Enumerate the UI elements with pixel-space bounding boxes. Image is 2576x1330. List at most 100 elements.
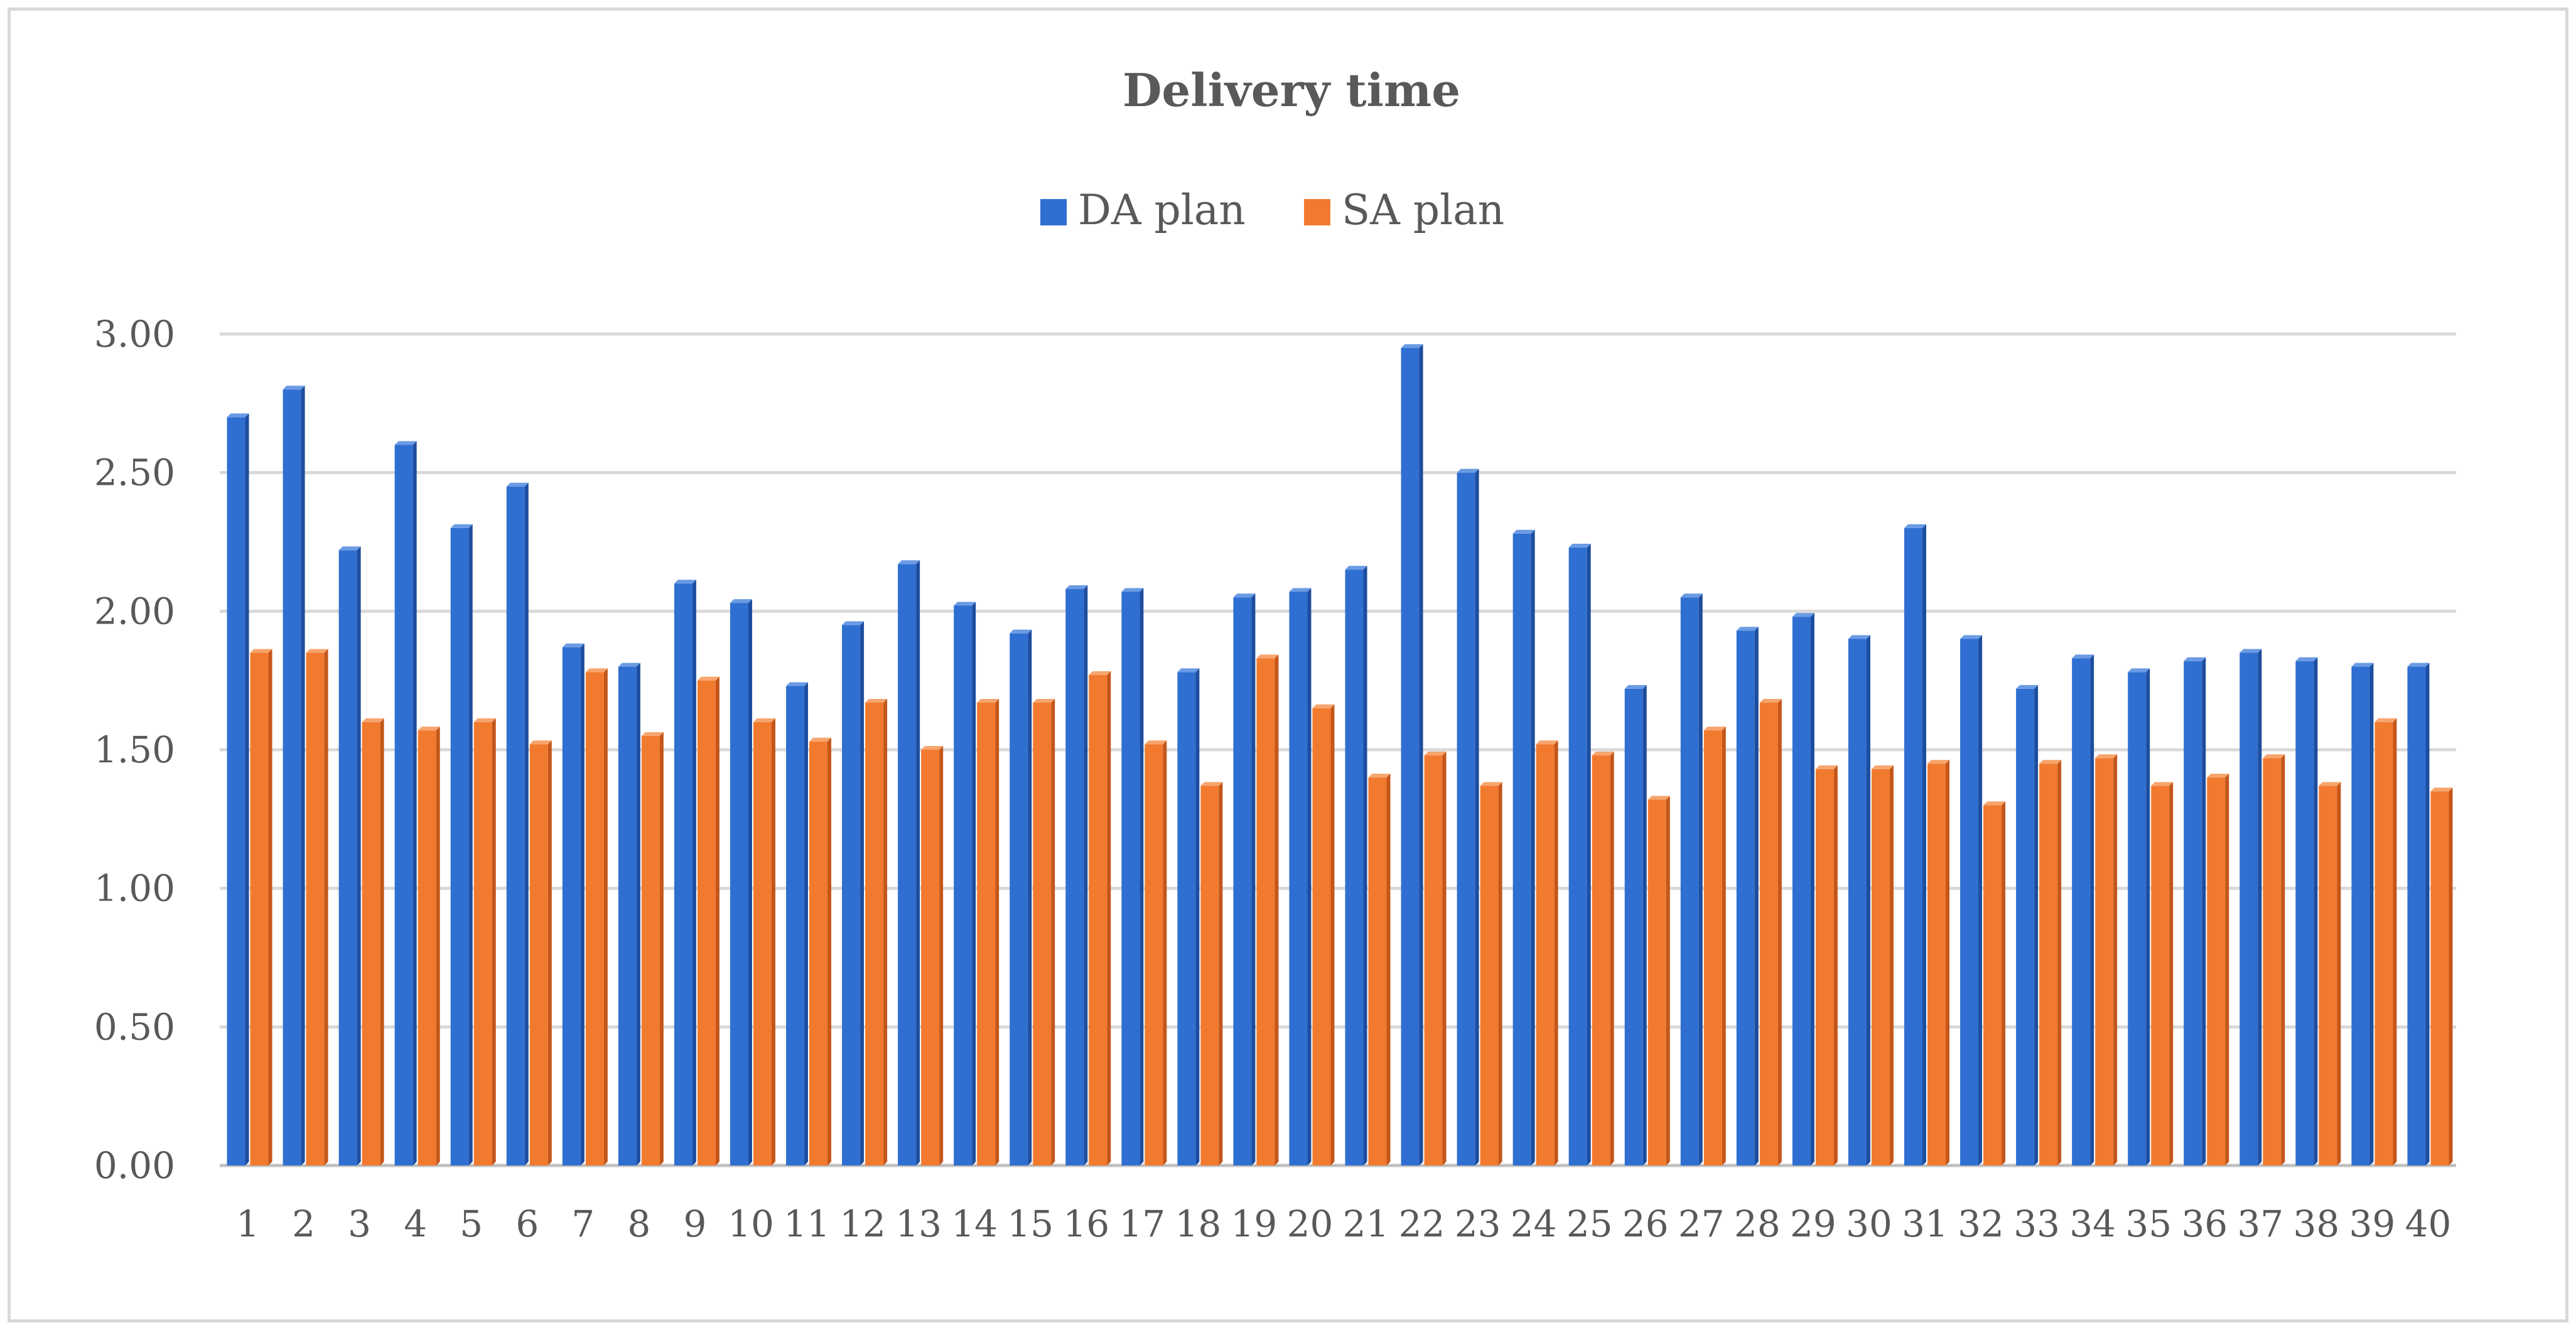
- bar-da-plan-top: [1960, 635, 1983, 639]
- legend-label-sa: SA plan: [1342, 186, 1504, 234]
- bar-da-plan-side: [1140, 588, 1144, 1165]
- bar-da-plan-face: [1065, 589, 1084, 1165]
- bar-da-plan-face: [2295, 661, 2314, 1165]
- bar-da-plan-side: [2034, 684, 2039, 1165]
- bar-sa-plan-top: [306, 649, 328, 653]
- legend-swatch-sa: [1304, 199, 1330, 225]
- bar-sa-plan-top: [2263, 754, 2285, 759]
- bar-sa-plan: [1480, 782, 1502, 1165]
- bar-da-plan: [283, 386, 305, 1166]
- bar-sa-plan-face: [250, 652, 269, 1165]
- bar-sa-plan-top: [2374, 718, 2397, 722]
- bar-sa-plan-top: [1592, 751, 1614, 755]
- bar-sa-plan-face: [641, 735, 660, 1165]
- bar-sa-plan-top: [418, 727, 440, 731]
- bar-da-plan: [1401, 344, 1423, 1165]
- x-tick-label: 37: [2237, 1203, 2283, 1245]
- x-tick-label: 21: [1343, 1203, 1389, 1245]
- bar-sa-plan-top: [2319, 782, 2341, 786]
- bar-da-plan-face: [1960, 639, 1979, 1165]
- x-tick-label: 8: [627, 1203, 650, 1245]
- bar-da-plan-side: [1307, 588, 1312, 1165]
- y-axis-ticks: 0.00 0.50 1.00 1.50 2.00 2.50 3.00: [94, 313, 175, 1187]
- bar-da-plan-face: [2184, 661, 2202, 1165]
- bar-sa-plan-top: [1256, 654, 1279, 659]
- bar-da-plan-side: [1195, 668, 1200, 1165]
- bar-sa-plan-face: [306, 652, 325, 1165]
- bar-sa-plan-side: [715, 676, 719, 1165]
- bar-sa-plan-face: [1089, 674, 1107, 1165]
- bar-sa-plan-face: [1871, 769, 1890, 1165]
- bar-da-plan: [1792, 613, 1814, 1165]
- x-tick-label: 24: [1511, 1203, 1557, 1245]
- bar-sa-plan: [362, 718, 384, 1165]
- bar-da-plan-top: [2351, 662, 2374, 667]
- bar-da-plan-side: [357, 546, 361, 1165]
- bar-da-plan: [674, 580, 696, 1165]
- bar-sa-plan-top: [1145, 740, 1167, 745]
- bar-sa-plan-side: [995, 698, 1000, 1165]
- bar-da-plan-side: [524, 482, 529, 1165]
- bar-da-plan: [562, 643, 585, 1165]
- bar-da-plan-top: [1904, 524, 1927, 528]
- bar-da-plan-side: [2090, 654, 2094, 1165]
- bar-da-plan-side: [2146, 668, 2150, 1165]
- legend: DA plan SA plan: [1040, 186, 1504, 234]
- bar-sa-plan-face: [1424, 755, 1443, 1165]
- bar-sa-plan-face: [1815, 769, 1834, 1165]
- bar-da-plan-face: [618, 666, 637, 1165]
- bar-sa-plan: [921, 746, 944, 1165]
- bar-da-plan: [954, 602, 976, 1165]
- bar-da-plan: [1345, 566, 1367, 1165]
- bar-da-plan-top: [2184, 657, 2206, 661]
- bar-da-plan: [1121, 588, 1144, 1165]
- bar-sa-plan-top: [977, 698, 1000, 703]
- bar-sa-plan-top: [921, 746, 944, 750]
- bar-da-plan-side: [1866, 635, 1870, 1165]
- bar-da-plan: [2016, 684, 2039, 1165]
- bar-da-plan-top: [1345, 566, 1367, 570]
- bar-sa-plan-side: [1777, 698, 1782, 1165]
- bar-da-plan-top: [1568, 543, 1591, 548]
- bar-sa-plan-face: [1983, 805, 2002, 1165]
- bar-sa-plan-top: [473, 718, 496, 722]
- gridlines: [220, 332, 2456, 1167]
- bar-sa-plan-side: [603, 668, 608, 1165]
- bar-da-plan: [1512, 529, 1535, 1165]
- bar-da-plan-side: [2425, 662, 2430, 1165]
- bar-sa-plan-side: [547, 740, 552, 1165]
- bar-da-plan-face: [1457, 472, 1475, 1165]
- bar-sa-plan-side: [771, 718, 775, 1165]
- bar-da-plan: [2407, 662, 2430, 1165]
- bar-sa-plan-face: [2430, 791, 2449, 1165]
- bar-da-plan-top: [1121, 588, 1144, 592]
- bar-sa-plan: [2263, 754, 2285, 1165]
- bar-da-plan-face: [2239, 652, 2258, 1165]
- bar-sa-plan-face: [2095, 758, 2114, 1165]
- x-tick-label: 3: [348, 1203, 371, 1245]
- bar-da-plan-top: [954, 602, 976, 606]
- bar-sa-plan-face: [585, 672, 604, 1165]
- bar-sa-plan-top: [250, 649, 272, 653]
- bar-da-plan-side: [2202, 657, 2206, 1165]
- bar-sa-plan: [753, 718, 775, 1165]
- bar-sa-plan-side: [1833, 765, 1838, 1165]
- bar-da-plan-face: [2072, 658, 2091, 1165]
- bar-sa-plan: [1759, 698, 1782, 1165]
- bar-da-plan-top: [1736, 627, 1759, 631]
- bar-sa-plan-face: [1200, 786, 1219, 1165]
- bar-da-plan: [1848, 635, 1870, 1165]
- bar-sa-plan: [1647, 796, 1670, 1165]
- bar-da-plan: [898, 560, 920, 1165]
- bar-da-plan-top: [2072, 654, 2094, 659]
- bar-sa-plan: [977, 698, 1000, 1165]
- bar-da-plan-top: [2128, 668, 2150, 673]
- bar-da-plan-top: [2016, 684, 2039, 689]
- bar-da-plan-side: [1978, 635, 1983, 1165]
- bar-sa-plan-face: [921, 750, 940, 1165]
- bar-da-plan-side: [1698, 593, 1703, 1165]
- bar-da-plan-side: [692, 580, 696, 1165]
- bar-da-plan-face: [1736, 630, 1755, 1165]
- bar-da-plan-face: [1345, 570, 1364, 1165]
- bar-sa-plan-side: [1554, 740, 1558, 1165]
